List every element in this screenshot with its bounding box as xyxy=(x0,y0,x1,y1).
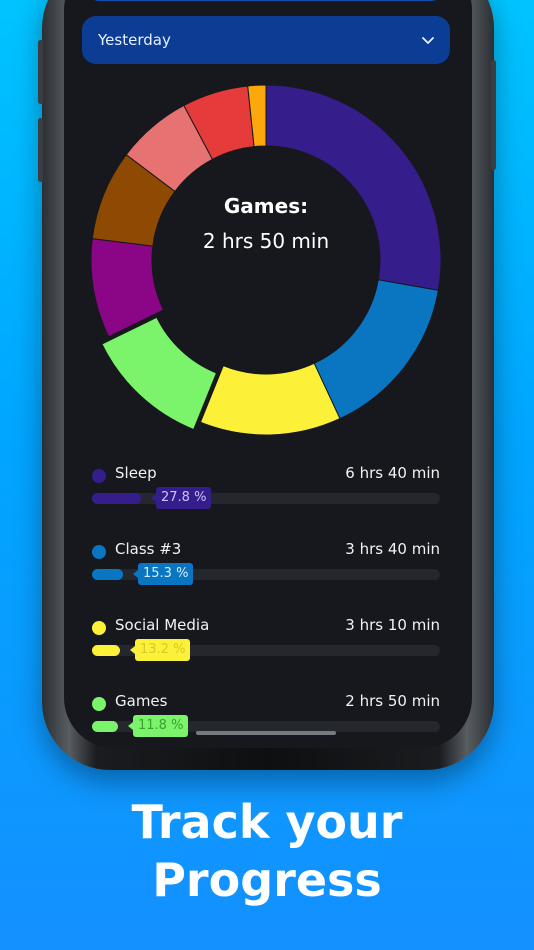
donut-segment-class-3[interactable] xyxy=(313,279,439,420)
chevron-down-icon xyxy=(422,37,434,44)
activity-color-dot xyxy=(92,621,106,635)
activity-name: Social Media xyxy=(115,616,210,634)
activity-name: Games xyxy=(115,692,168,710)
headline-line-2: Progress xyxy=(152,853,382,907)
activity-row-class-3[interactable]: Class #3 3 hrs 40 min 15.3 % xyxy=(92,538,440,598)
activity-time: 3 hrs 40 min xyxy=(345,540,440,558)
donut-center-title: Games: xyxy=(223,194,309,218)
phone-screen: Yesterday Games: 2 hrs 50 min Sleep 6 hr… xyxy=(64,0,472,748)
progress-track xyxy=(92,721,440,732)
activity-row-social-media[interactable]: Social Media 3 hrs 10 min 13.2 % xyxy=(92,614,440,674)
activity-time: 3 hrs 10 min xyxy=(345,616,440,634)
donut-center-value: 2 hrs 50 min xyxy=(202,229,330,253)
donut-segment-games[interactable] xyxy=(101,316,218,431)
activity-name: Class #3 xyxy=(115,540,182,558)
activity-color-dot xyxy=(92,469,106,483)
headline-line-1: Track your xyxy=(131,795,403,849)
percent-tag: 11.8 % xyxy=(127,715,189,737)
date-range-dropdown[interactable]: Yesterday xyxy=(82,16,450,64)
progress-fill xyxy=(92,645,120,656)
progress-track xyxy=(92,493,440,504)
activity-color-dot xyxy=(92,697,106,711)
home-indicator[interactable] xyxy=(196,731,336,735)
percent-tag: 15.3 % xyxy=(132,563,194,585)
volume-up-button xyxy=(38,40,43,104)
activity-color-dot xyxy=(92,545,106,559)
time-donut-chart[interactable]: Games: 2 hrs 50 min xyxy=(90,84,442,436)
power-button xyxy=(491,60,496,170)
activity-row-sleep[interactable]: Sleep 6 hrs 40 min 27.8 % xyxy=(92,462,440,522)
progress-fill xyxy=(92,721,118,732)
donut-segment-social-media[interactable] xyxy=(199,362,341,436)
activity-time: 6 hrs 40 min xyxy=(345,464,440,482)
activity-name: Sleep xyxy=(115,464,157,482)
activity-time: 2 hrs 50 min xyxy=(345,692,440,710)
progress-fill xyxy=(92,569,123,580)
percent-tag: 13.2 % xyxy=(129,639,191,661)
dropdown-selected-label: Yesterday xyxy=(98,31,171,49)
volume-down-button xyxy=(38,118,43,182)
progress-track xyxy=(92,569,440,580)
marketing-headline: Track your Progress xyxy=(0,793,534,909)
percent-tag: 27.8 % xyxy=(150,487,212,509)
donut-segment-8[interactable] xyxy=(247,84,267,148)
header-bar xyxy=(86,0,444,1)
progress-fill xyxy=(92,493,141,504)
donut-segment-sleep[interactable] xyxy=(265,84,442,291)
donut-svg xyxy=(90,84,442,436)
activity-row-games[interactable]: Games 2 hrs 50 min 11.8 % xyxy=(92,690,440,748)
progress-track xyxy=(92,645,440,656)
